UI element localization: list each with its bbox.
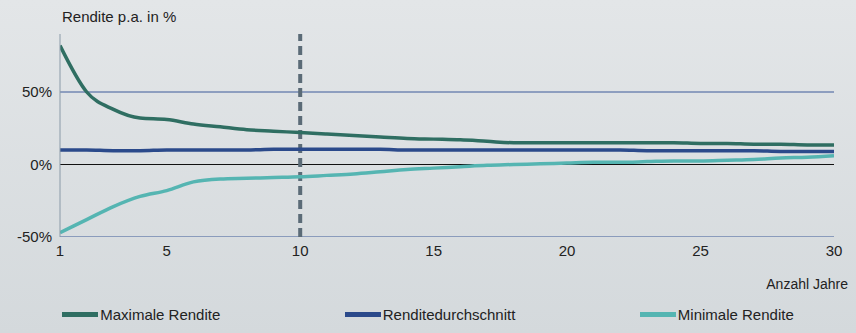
html-text:Rendite p.a. in %: Rendite p.a. in % [62,8,177,25]
html-text:Maximale Rendite: Maximale Rendite [100,306,221,323]
svg-text:20: 20 [559,242,576,259]
svg-text:25: 25 [692,242,709,259]
svg-text:10: 10 [292,242,309,259]
svg-text:0%: 0% [30,156,52,173]
svg-text:30: 30 [826,242,843,259]
svg-text:15: 15 [425,242,442,259]
html-text:Minimale Rendite: Minimale Rendite [677,306,794,323]
svg-text:50%: 50% [22,83,52,100]
html-text:Renditedurchschnitt: Renditedurchschnitt [382,306,516,323]
svg-text:5: 5 [163,242,171,259]
html-text:Anzahl Jahre: Anzahl Jahre [766,276,848,292]
svg-text:-50%: -50% [17,228,52,245]
svg-text:1: 1 [56,242,64,259]
